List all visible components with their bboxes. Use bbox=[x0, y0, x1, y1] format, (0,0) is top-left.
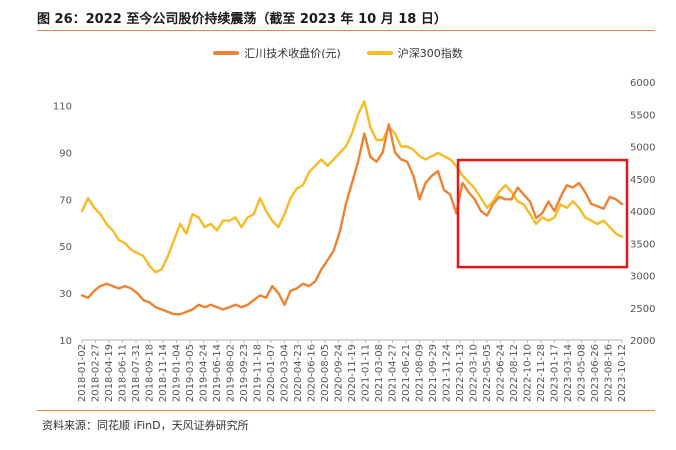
legend-label-index: 沪深300指数 bbox=[397, 47, 463, 60]
x-tick-label: 2022-03-10 bbox=[469, 344, 480, 402]
x-tick-label: 2021-01-11 bbox=[361, 344, 372, 402]
y-right-tick-label: 3000 bbox=[630, 272, 655, 283]
x-tick-label: 2018-01-02 bbox=[77, 344, 88, 402]
x-tick-label: 2019-06-14 bbox=[212, 344, 223, 402]
chart-legend: 汇川技术收盘价(元) 沪深300指数 bbox=[0, 45, 676, 61]
x-tick-label: 2022-08-12 bbox=[509, 344, 520, 402]
y-right-tick-label: 6000 bbox=[630, 78, 655, 89]
x-tick-label: 2023-01-17 bbox=[550, 344, 561, 402]
x-tick-label: 2020-09-24 bbox=[334, 344, 345, 402]
x-tick-label: 2018-09-18 bbox=[145, 344, 156, 402]
x-tick-label: 2023-06-26 bbox=[590, 344, 601, 402]
x-tick-label: 2018-11-14 bbox=[158, 344, 169, 402]
x-tick-label: 2019-03-05 bbox=[185, 344, 196, 402]
legend-swatch-stock bbox=[213, 51, 240, 55]
highlight-box bbox=[456, 158, 629, 269]
x-tick-label: 2023-08-16 bbox=[604, 344, 615, 402]
x-tick-label: 2019-04-24 bbox=[199, 344, 210, 402]
x-tick-label: 2018-07-31 bbox=[131, 344, 142, 402]
x-tick-label: 2022-06-24 bbox=[496, 344, 507, 402]
x-tick-label: 2023-10-12 bbox=[617, 344, 628, 402]
y-right-tick-label: 5500 bbox=[630, 110, 655, 121]
y-right-tick-label: 3500 bbox=[630, 239, 655, 250]
x-tick-label: 2020-11-19 bbox=[347, 344, 358, 402]
y-right-tick-label: 4000 bbox=[630, 207, 655, 218]
x-tick-label: 2019-01-04 bbox=[172, 344, 183, 402]
x-tick-label: 2020-01-07 bbox=[266, 344, 277, 402]
y-left-tick-label: 110 bbox=[53, 101, 72, 112]
x-tick-label: 2019-08-02 bbox=[226, 344, 237, 402]
x-tick-label: 2022-01-13 bbox=[455, 344, 466, 402]
y-left-tick-label: 10 bbox=[59, 336, 72, 347]
x-tick-label: 2018-02-27 bbox=[91, 344, 102, 402]
x-tick-label: 2021-08-09 bbox=[415, 344, 426, 402]
x-tick-label: 2021-06-21 bbox=[401, 344, 412, 402]
x-tick-label: 2020-04-23 bbox=[293, 344, 304, 402]
x-tick-label: 2020-03-04 bbox=[280, 344, 291, 402]
source-divider bbox=[37, 410, 655, 411]
x-tick-label: 2018-06-11 bbox=[118, 344, 129, 402]
y-left-tick-label: 30 bbox=[59, 289, 72, 300]
y-right-tick-label: 2000 bbox=[630, 336, 655, 347]
y-right-tick-label: 2500 bbox=[630, 304, 655, 315]
y-left-tick-label: 50 bbox=[59, 242, 72, 253]
y-right-tick-label: 5000 bbox=[630, 143, 655, 154]
legend-label-stock: 汇川技术收盘价(元) bbox=[244, 47, 341, 60]
x-tick-label: 2021-09-29 bbox=[428, 344, 439, 402]
figure-source: 资料来源：同花顺 iFinD，天风证券研究所 bbox=[42, 419, 249, 432]
x-tick-label: 2021-03-08 bbox=[374, 344, 385, 402]
x-tick-label: 2023-05-08 bbox=[577, 344, 588, 402]
series-line-hs300-index bbox=[80, 100, 624, 274]
legend-item-stock: 汇川技术收盘价(元) bbox=[213, 45, 341, 61]
x-tick-label: 2021-04-27 bbox=[388, 344, 399, 402]
figure-title: 图 26：2022 至今公司股价持续震荡（截至 2023 年 10 月 18 日… bbox=[37, 12, 447, 27]
legend-item-index: 沪深300指数 bbox=[366, 45, 463, 61]
y-right-tick-label: 4500 bbox=[630, 175, 655, 186]
x-tick-label: 2022-11-28 bbox=[536, 344, 547, 402]
x-tick-label: 2021-11-24 bbox=[442, 344, 453, 402]
x-tick-label: 2020-06-16 bbox=[307, 344, 318, 402]
x-tick-label: 2020-08-05 bbox=[320, 344, 331, 402]
x-tick-label: 2019-09-23 bbox=[239, 344, 250, 402]
x-tick-label: 2018-04-19 bbox=[104, 344, 115, 402]
title-divider bbox=[37, 30, 655, 31]
x-tick-label: 2019-11-18 bbox=[253, 344, 264, 402]
y-left-tick-label: 90 bbox=[59, 148, 72, 159]
x-tick-label: 2022-05-05 bbox=[482, 344, 493, 402]
y-left-tick-label: 70 bbox=[59, 195, 72, 206]
series-line-inovance-price bbox=[80, 122, 624, 316]
x-tick-label: 2022-10-10 bbox=[523, 344, 534, 402]
legend-swatch-index bbox=[366, 51, 393, 55]
x-tick-label: 2023-03-14 bbox=[563, 344, 574, 402]
